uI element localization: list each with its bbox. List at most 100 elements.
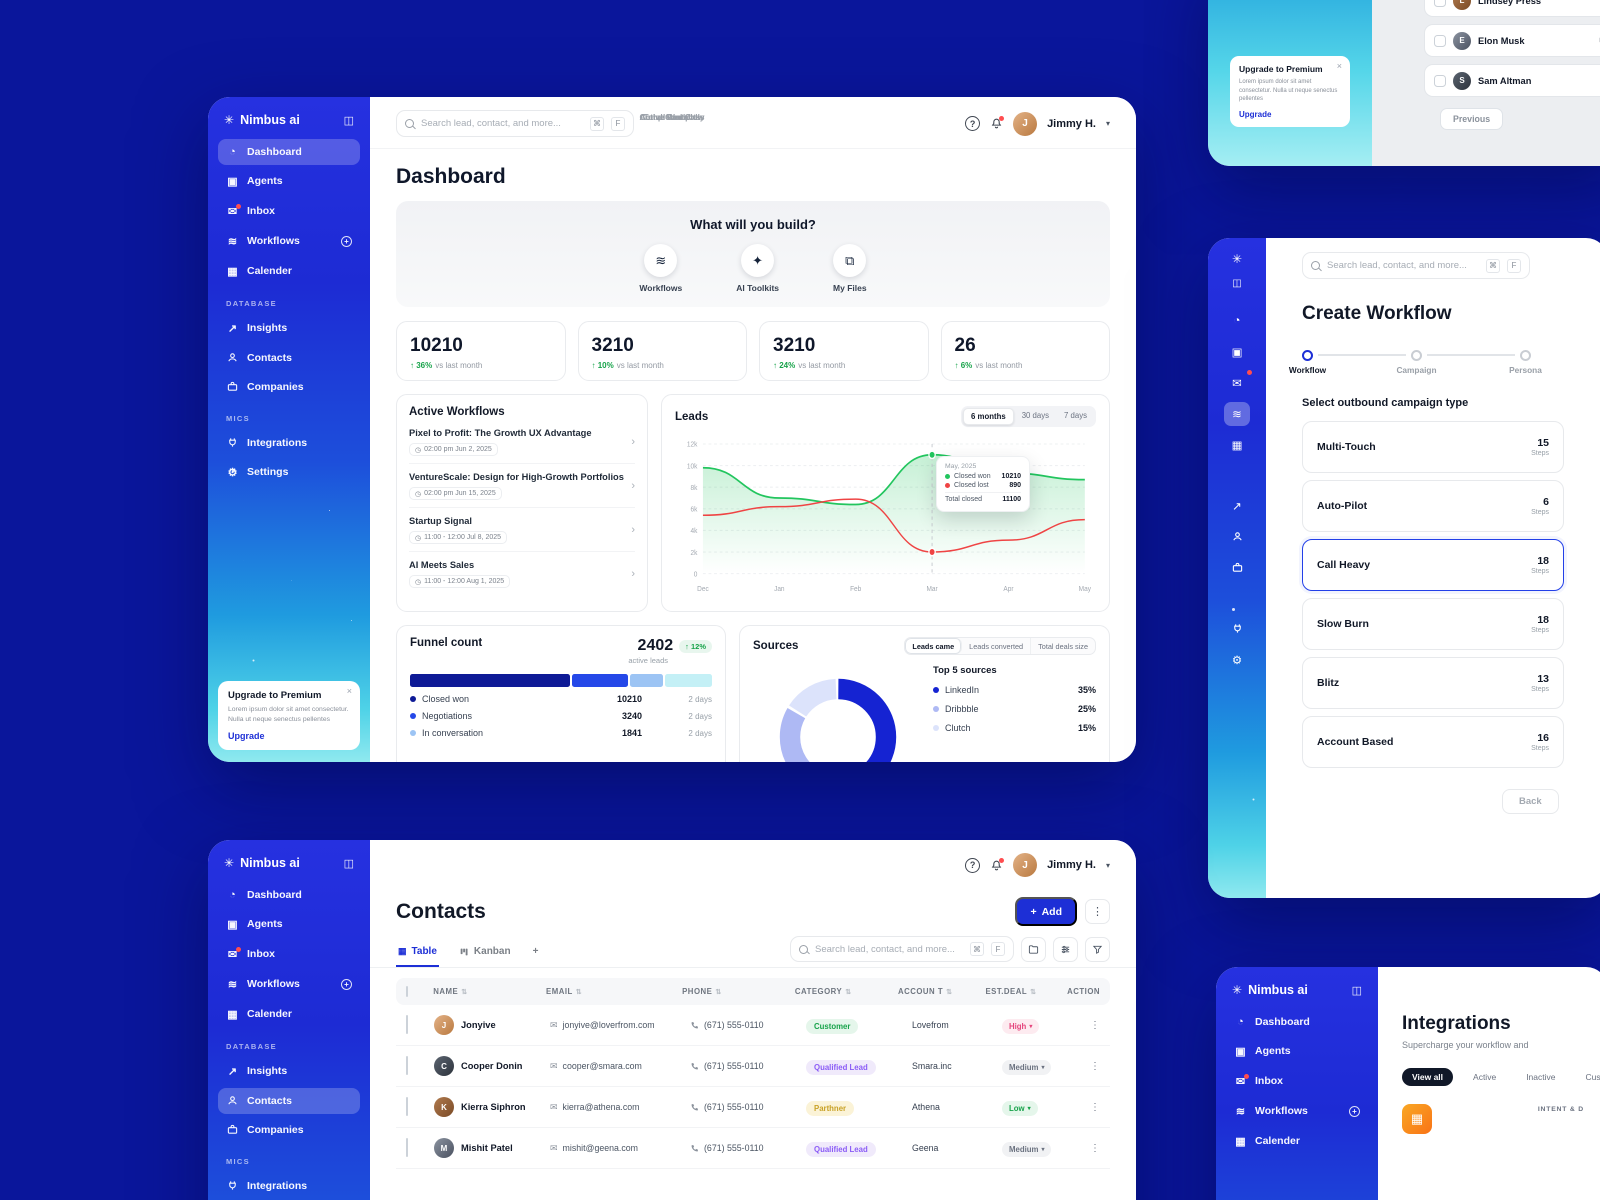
sidebar-item-workflows[interactable]: ≋ Workflows +: [218, 971, 360, 998]
range-7-days[interactable]: 7 days: [1064, 411, 1087, 420]
dashboard-icon[interactable]: ◔: [1233, 314, 1241, 327]
hero-action-my-files[interactable]: ⧉ My Files: [833, 244, 867, 293]
table-row[interactable]: K Kierra Siphron ✉ kierra@athena.com (671)…: [396, 1087, 1110, 1128]
checkbox[interactable]: [1434, 0, 1446, 7]
sidebar-collapse-icon[interactable]: ◫: [343, 857, 354, 870]
tab-leads-converted[interactable]: Leads converted: [962, 638, 1032, 654]
insights-icon[interactable]: ↗: [1232, 500, 1242, 513]
sidebar-item-agents[interactable]: ▣ Agents: [227, 918, 283, 931]
option-call-heavy[interactable]: Call Heavy 18 Steps: [1302, 539, 1564, 591]
sort-icon[interactable]: ⇅: [461, 988, 468, 996]
deal-badge[interactable]: Medium ▾: [1002, 1060, 1052, 1075]
chevron-right-icon[interactable]: ›: [631, 567, 635, 580]
step-campaign[interactable]: Campaign: [1396, 349, 1437, 375]
chevron-right-icon[interactable]: ›: [631, 523, 635, 536]
sidebar-item-dashboard[interactable]: ◔ Dashboard: [1226, 1009, 1368, 1035]
sidebar-item-integrations[interactable]: Integrations: [218, 430, 360, 456]
help-icon[interactable]: ?: [965, 857, 981, 873]
hero-action-ai-toolkits[interactable]: ✦ AI Toolkits: [736, 244, 779, 293]
step-persona[interactable]: Persona: [1509, 349, 1542, 375]
user-name[interactable]: Jimmy H.: [1047, 117, 1096, 130]
sidebar-item-workflows[interactable]: ≋ Workflows +: [1226, 1098, 1368, 1125]
files-icon[interactable]: ⧉: [833, 244, 867, 277]
close-icon[interactable]: ×: [346, 686, 352, 697]
deal-badge[interactable]: Medium ▾: [1002, 1142, 1052, 1157]
inbox-icon[interactable]: ✉: [1224, 369, 1252, 395]
sidebar-item-workflows[interactable]: ≋ Workflows +: [218, 228, 360, 255]
filter-sliders-button[interactable]: [1053, 936, 1078, 962]
row-actions-button[interactable]: ⋮: [1090, 1019, 1100, 1031]
checkbox[interactable]: [406, 1097, 408, 1116]
add-button[interactable]: + Add: [1015, 897, 1077, 926]
folder-button[interactable]: [1021, 936, 1046, 962]
sidebar-item-insights[interactable]: ↗ Insights: [218, 315, 360, 342]
row-actions-button[interactable]: ⋮: [1090, 1101, 1100, 1113]
search-input[interactable]: Search lead, contact, and more... ⌘ F: [1302, 252, 1530, 279]
add-workflow-icon[interactable]: +: [341, 978, 352, 990]
workflows-icon[interactable]: ≋: [644, 244, 678, 277]
chevron-right-icon[interactable]: ›: [631, 479, 635, 492]
sidebar-item-calendar[interactable]: ▦ Calender: [227, 1008, 292, 1021]
user-avatar[interactable]: J: [1013, 111, 1038, 136]
row-actions-button[interactable]: ⋮: [1090, 1060, 1100, 1072]
add-workflow-icon[interactable]: +: [341, 235, 352, 247]
select-all-checkbox[interactable]: [406, 986, 408, 997]
sidebar-collapse-icon[interactable]: ◫: [343, 114, 354, 127]
sidebar-item-dashboard[interactable]: ◔ Dashboard: [218, 882, 360, 908]
sidebar-item-inbox[interactable]: ✉ Inbox: [218, 198, 360, 225]
option-account-based[interactable]: Account Based 16 Steps: [1302, 716, 1564, 768]
sidebar-item-contacts[interactable]: Contacts: [218, 1087, 360, 1114]
hero-action-workflows[interactable]: ≋ Workflows: [639, 244, 682, 293]
integrations-icon[interactable]: [1224, 617, 1250, 641]
workflows-icon[interactable]: ≋: [1224, 401, 1250, 426]
sidebar-collapse-icon[interactable]: ◫: [1351, 984, 1362, 997]
upgrade-link[interactable]: Upgrade: [228, 731, 265, 741]
sidebar-item-settings[interactable]: ⚙ Settings: [218, 459, 360, 486]
step-workflow[interactable]: Workflow: [1289, 349, 1326, 375]
sidebar-item-insights[interactable]: ↗ Insights: [227, 1065, 288, 1078]
sort-icon[interactable]: ⇅: [575, 988, 583, 996]
user-name[interactable]: Jimmy H.: [1047, 859, 1096, 871]
sidebar-item-integrations[interactable]: Integrations: [218, 1173, 360, 1199]
range-30-days[interactable]: 30 days: [1021, 411, 1050, 420]
sidebar-item-calendar[interactable]: ▦ Calender: [218, 258, 360, 285]
calendar-icon[interactable]: ▦: [1231, 439, 1243, 452]
tab-view-all[interactable]: View all: [1402, 1068, 1454, 1086]
deal-badge[interactable]: High ▾: [1002, 1019, 1040, 1034]
sidebar-item-companies[interactable]: Companies: [218, 1117, 360, 1143]
tab-leads-came[interactable]: Leads came: [905, 638, 963, 654]
sidebar-item-calendar[interactable]: ▦ Calender: [1235, 1135, 1300, 1148]
sidebar-collapse-icon[interactable]: ◫: [1232, 278, 1242, 289]
checkbox[interactable]: [406, 1138, 408, 1157]
chevron-down-icon[interactable]: ▾: [1105, 119, 1110, 128]
search-input[interactable]: Search lead, contact, and more... ⌘ F: [790, 936, 1014, 962]
back-button[interactable]: Back: [1502, 789, 1559, 814]
tab-custom[interactable]: Custom: [1585, 1072, 1600, 1082]
sparkle-icon[interactable]: ✦: [741, 244, 775, 277]
companies-icon[interactable]: [1224, 556, 1250, 580]
checkbox[interactable]: [406, 1015, 408, 1034]
sidebar-item-agents[interactable]: ▣ Agents: [218, 168, 360, 195]
workflow-list-item[interactable]: AI Meets Sales ◷ 11:00 - 12:00 Aug 1, 2025…: [409, 552, 635, 595]
user-avatar[interactable]: J: [1013, 853, 1038, 877]
more-options-button[interactable]: ⋮: [1085, 899, 1110, 924]
tab-add-view[interactable]: +: [532, 946, 539, 957]
search-input[interactable]: Search lead, contact, and more... ⌘ F: [396, 110, 634, 137]
option-blitz[interactable]: Blitz 13 Steps: [1302, 657, 1564, 709]
settings-icon[interactable]: ⚙: [1231, 654, 1243, 667]
tab-kanban[interactable]: Kanban: [457, 938, 513, 967]
tab-active[interactable]: Active: [1473, 1072, 1497, 1082]
sort-icon[interactable]: ⇅: [845, 988, 852, 996]
previous-button[interactable]: Previous: [1440, 108, 1504, 130]
chevron-right-icon[interactable]: ›: [631, 435, 635, 448]
workflow-list-item[interactable]: Pixel to Profit: The Growth UX Advantage…: [409, 420, 635, 465]
close-icon[interactable]: ×: [1336, 61, 1342, 71]
checkbox[interactable]: [406, 1056, 408, 1075]
option-slow-burn[interactable]: Slow Burn 18 Steps: [1302, 598, 1564, 650]
sidebar-item-contacts[interactable]: Contacts: [218, 345, 360, 371]
sidebar-item-inbox[interactable]: ✉ Inbox: [1235, 1073, 1283, 1088]
row-actions-button[interactable]: ⋮: [1090, 1142, 1100, 1154]
